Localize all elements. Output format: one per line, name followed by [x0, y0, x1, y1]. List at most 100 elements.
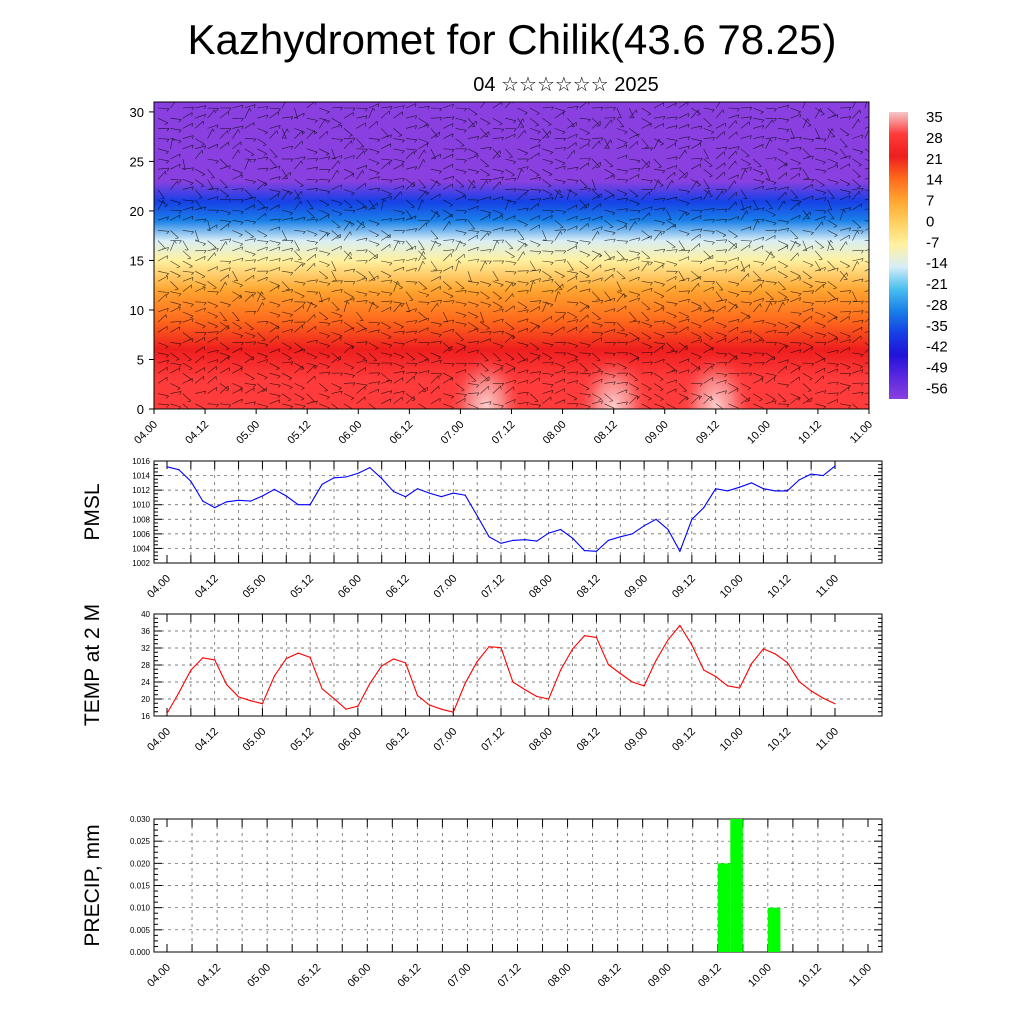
wind-barb — [554, 283, 564, 292]
wind-barb-flag — [687, 290, 691, 294]
wind-barb — [430, 286, 441, 292]
wind-barb — [232, 281, 243, 286]
wind-barb-flag — [638, 256, 640, 261]
wind-barb — [368, 381, 380, 384]
wind-barb-flag — [797, 162, 801, 166]
wind-barb-flag — [422, 260, 425, 265]
wind-barb — [294, 130, 303, 139]
cross-section-field — [154, 102, 875, 411]
wind-barb — [182, 250, 192, 259]
wind-barb — [715, 332, 727, 336]
wind-barb-flag — [538, 139, 542, 143]
wind-barb — [715, 403, 724, 409]
wind-barb — [740, 167, 752, 170]
data-point — [512, 539, 514, 542]
wind-barb-flag — [239, 284, 243, 288]
wind-barb-flag — [476, 392, 480, 396]
wind-barb-flag — [687, 318, 690, 323]
wind-barb — [517, 342, 529, 346]
wind-barb — [814, 128, 821, 139]
wind-barb-flag — [282, 137, 287, 139]
wind-barb — [591, 120, 601, 129]
wind-barb-flag — [289, 406, 293, 409]
wind-barb-flag — [340, 289, 343, 293]
wind-barb — [480, 261, 486, 272]
wind-barb-flag — [700, 196, 703, 201]
data-point — [679, 624, 681, 627]
wind-barb-flag — [809, 286, 813, 289]
wind-barb-flag — [475, 171, 479, 175]
data-point — [321, 483, 323, 485]
wind-barb-flag — [761, 181, 765, 185]
wind-barb-flag — [340, 139, 343, 143]
wind-barb-flag — [576, 359, 578, 363]
wind-barb-flag — [350, 410, 353, 411]
y-tick-label: 0 — [137, 402, 144, 417]
wind-barb — [864, 102, 868, 109]
x-tick-label: 08.12 — [575, 726, 603, 754]
wind-barb — [356, 138, 365, 147]
wind-barb — [765, 209, 776, 216]
wind-barb-flag — [365, 206, 368, 211]
wind-barb-flag — [860, 151, 864, 155]
wind-barb — [715, 131, 725, 139]
data-point — [249, 700, 252, 702]
x-tick-label: 06.12 — [396, 962, 424, 990]
wind-barb-flag — [229, 165, 231, 169]
wind-barb-flag — [248, 158, 252, 163]
wind-barb-flag — [526, 166, 529, 170]
wind-barb-flag — [449, 296, 454, 299]
x-tick-label: 11.00 — [814, 573, 841, 600]
wind-barb — [368, 103, 380, 109]
x-tick-label: 09.12 — [670, 726, 698, 754]
wind-barb — [591, 352, 601, 361]
wind-barb — [232, 209, 244, 212]
wind-barb-flag — [647, 388, 652, 391]
wind-barb — [244, 274, 255, 282]
wind-barb — [740, 314, 750, 323]
wind-barb — [182, 215, 194, 221]
wind-barb-flag — [340, 319, 343, 324]
wind-barb — [207, 144, 218, 150]
wind-barb — [591, 203, 602, 211]
wind-barb-flag — [675, 370, 678, 374]
wind-barb-flag — [548, 194, 553, 197]
wind-barb — [566, 260, 574, 271]
wind-barb-flag — [278, 125, 281, 129]
wind-barb-flag — [783, 297, 788, 299]
wind-barb-flag — [684, 150, 687, 154]
wind-barb — [269, 335, 279, 343]
wind-barb — [703, 179, 710, 189]
wind-barb — [554, 189, 564, 198]
wind-barb-flag — [524, 224, 528, 227]
wind-barb — [616, 240, 628, 242]
wind-barb-flag — [228, 221, 232, 225]
wind-barb-flag — [501, 227, 504, 231]
wind-barb — [244, 291, 256, 294]
wind-barb-flag — [538, 405, 542, 409]
wind-barb — [455, 342, 467, 347]
wind-barb-flag — [191, 277, 194, 281]
wind-barb — [839, 241, 847, 251]
wind-barb — [207, 311, 218, 317]
wind-barb-flag — [214, 109, 216, 114]
wind-barb — [368, 388, 379, 394]
wind-barb — [430, 321, 442, 325]
wind-barb — [232, 125, 244, 129]
wind-barb-flag — [514, 399, 516, 403]
wind-barb — [815, 138, 827, 140]
wind-barb-flag — [216, 248, 219, 252]
wind-barb — [728, 257, 739, 262]
wind-barb-flag — [450, 253, 452, 257]
wind-barb-flag — [648, 346, 652, 349]
wind-barb-flag — [874, 166, 875, 169]
wind-barb — [343, 173, 354, 180]
wind-barb — [232, 257, 244, 262]
wind-barb — [554, 219, 564, 228]
wind-barb-flag — [421, 199, 425, 203]
wind-barb — [691, 196, 702, 201]
wind-barb — [666, 125, 678, 129]
wind-barb — [319, 214, 329, 221]
wind-barb — [281, 189, 293, 193]
wind-barb-flag — [859, 109, 861, 114]
